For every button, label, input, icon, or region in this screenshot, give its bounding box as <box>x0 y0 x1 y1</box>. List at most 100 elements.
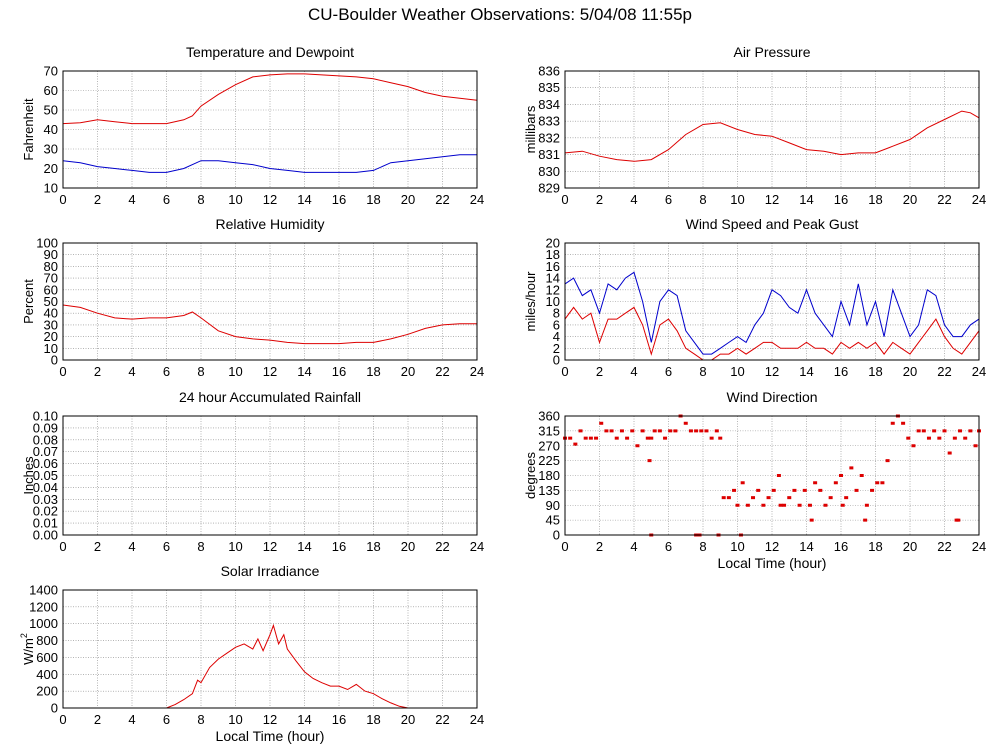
x-tick-label: 22 <box>937 364 951 379</box>
grid <box>63 71 477 188</box>
data-point <box>594 436 599 440</box>
y-tick-label: 30 <box>44 317 58 332</box>
y-tick-label: 225 <box>538 453 560 468</box>
x-tick-label: 16 <box>834 539 848 554</box>
x-tick-label: 12 <box>765 192 779 207</box>
data-point <box>694 429 699 433</box>
data-point <box>657 429 662 433</box>
x-tick-label: 8 <box>699 539 706 554</box>
data-point <box>640 429 645 433</box>
y-tick-label: 0.07 <box>33 444 58 459</box>
x-tick-label: 4 <box>128 192 135 207</box>
x-tick-label: 10 <box>730 539 744 554</box>
x-tick-label: 22 <box>435 364 449 379</box>
data-point <box>619 429 624 433</box>
x-tick-label: 6 <box>665 539 672 554</box>
data-point <box>952 436 957 440</box>
y-tick-label: 831 <box>538 147 560 162</box>
y-axis-label: degrees <box>523 452 538 499</box>
y-tick-label: 0.01 <box>33 516 58 531</box>
x-tick-label: 2 <box>596 192 603 207</box>
y-tick-label: 4 <box>553 329 560 344</box>
y-tick-label: 600 <box>36 650 58 665</box>
y-tick-label: 832 <box>538 130 560 145</box>
data-point <box>828 496 833 500</box>
data-point <box>844 496 849 500</box>
x-tick-label: 0 <box>561 192 568 207</box>
y-tick-label: 10 <box>546 294 560 309</box>
x-tick-label: 14 <box>799 364 813 379</box>
data-point <box>911 444 916 448</box>
y-tick-label: 70 <box>44 271 58 286</box>
y-tick-label: 834 <box>538 97 560 112</box>
y-tick-label: 0 <box>51 353 58 368</box>
y-tick-label: 0 <box>553 353 560 368</box>
y-tick-label: 829 <box>538 181 560 196</box>
x-tick-label: 24 <box>972 192 986 207</box>
y-tick-label: 1400 <box>29 583 58 598</box>
x-tick-label: 2 <box>94 539 101 554</box>
y-tick-label: 180 <box>538 468 560 483</box>
x-tick-label: 0 <box>561 364 568 379</box>
chart-title: 24 hour Accumulated Rainfall <box>179 389 361 405</box>
y-tick-label: 200 <box>36 684 58 699</box>
data-point <box>668 429 673 433</box>
chart-title: Wind Direction <box>726 389 817 405</box>
y-tick-label: 16 <box>546 259 560 274</box>
data-point <box>726 496 731 500</box>
x-tick-label: 0 <box>561 539 568 554</box>
chart-title: Temperature and Dewpoint <box>186 44 354 60</box>
data-point <box>792 488 797 492</box>
chart-humidity: 0 2 4 6 8 10 12 14 16 18 20 22 240102030405060708090… <box>21 216 484 379</box>
data-point <box>813 481 818 485</box>
y-axis-label: millibars <box>523 105 538 153</box>
data-point <box>573 442 578 446</box>
data-point <box>688 429 693 433</box>
data-point <box>732 488 737 492</box>
y-tick-label: 10 <box>44 341 58 356</box>
data-point <box>735 503 740 507</box>
data-point <box>721 496 726 500</box>
x-tick-label: 10 <box>228 539 242 554</box>
x-tick-label: 22 <box>937 539 951 554</box>
y-tick-label: 0.06 <box>33 456 58 471</box>
x-tick-label: 20 <box>903 192 917 207</box>
y-tick-label: 835 <box>538 80 560 95</box>
y-axis-label: W/m2 <box>19 633 36 665</box>
y-tick-label: 30 <box>44 142 58 157</box>
data-point <box>787 496 792 500</box>
y-tick-label: 270 <box>538 438 560 453</box>
y-tick-label: 70 <box>44 64 58 79</box>
x-tick-label: 20 <box>401 539 415 554</box>
chart-title: Relative Humidity <box>216 216 325 232</box>
x-tick-label: 6 <box>163 192 170 207</box>
y-tick-label: 0.10 <box>33 409 58 424</box>
y-tick-label: 8 <box>553 306 560 321</box>
x-tick-label: 14 <box>297 712 311 727</box>
x-tick-label: 6 <box>163 539 170 554</box>
data-point <box>718 436 723 440</box>
plot-frame <box>564 242 980 361</box>
data-point <box>839 474 843 477</box>
y-tick-label: 0 <box>51 701 58 716</box>
data-point <box>901 421 906 425</box>
x-tick-label: 20 <box>903 364 917 379</box>
x-tick-label: 6 <box>665 192 672 207</box>
x-tick-label: 0 <box>59 364 66 379</box>
data-point <box>880 481 885 485</box>
y-tick-label: 50 <box>44 294 58 309</box>
data-point <box>771 488 776 492</box>
y-tick-label: 45 <box>546 513 560 528</box>
plot-frame <box>62 415 478 536</box>
data-point <box>649 436 654 440</box>
x-tick-label: 8 <box>699 364 706 379</box>
x-tick-label: 10 <box>228 192 242 207</box>
x-tick-label: 16 <box>332 712 346 727</box>
x-tick-label: 18 <box>366 539 380 554</box>
y-tick-label: 6 <box>553 317 560 332</box>
chart-wind-speed: 0 2 4 6 8 10 12 14 16 18 20 22 2402468101214161820Wi… <box>523 216 986 379</box>
x-tick-label: 6 <box>163 712 170 727</box>
series-line-red <box>564 110 980 162</box>
x-tick-label: 4 <box>630 539 637 554</box>
